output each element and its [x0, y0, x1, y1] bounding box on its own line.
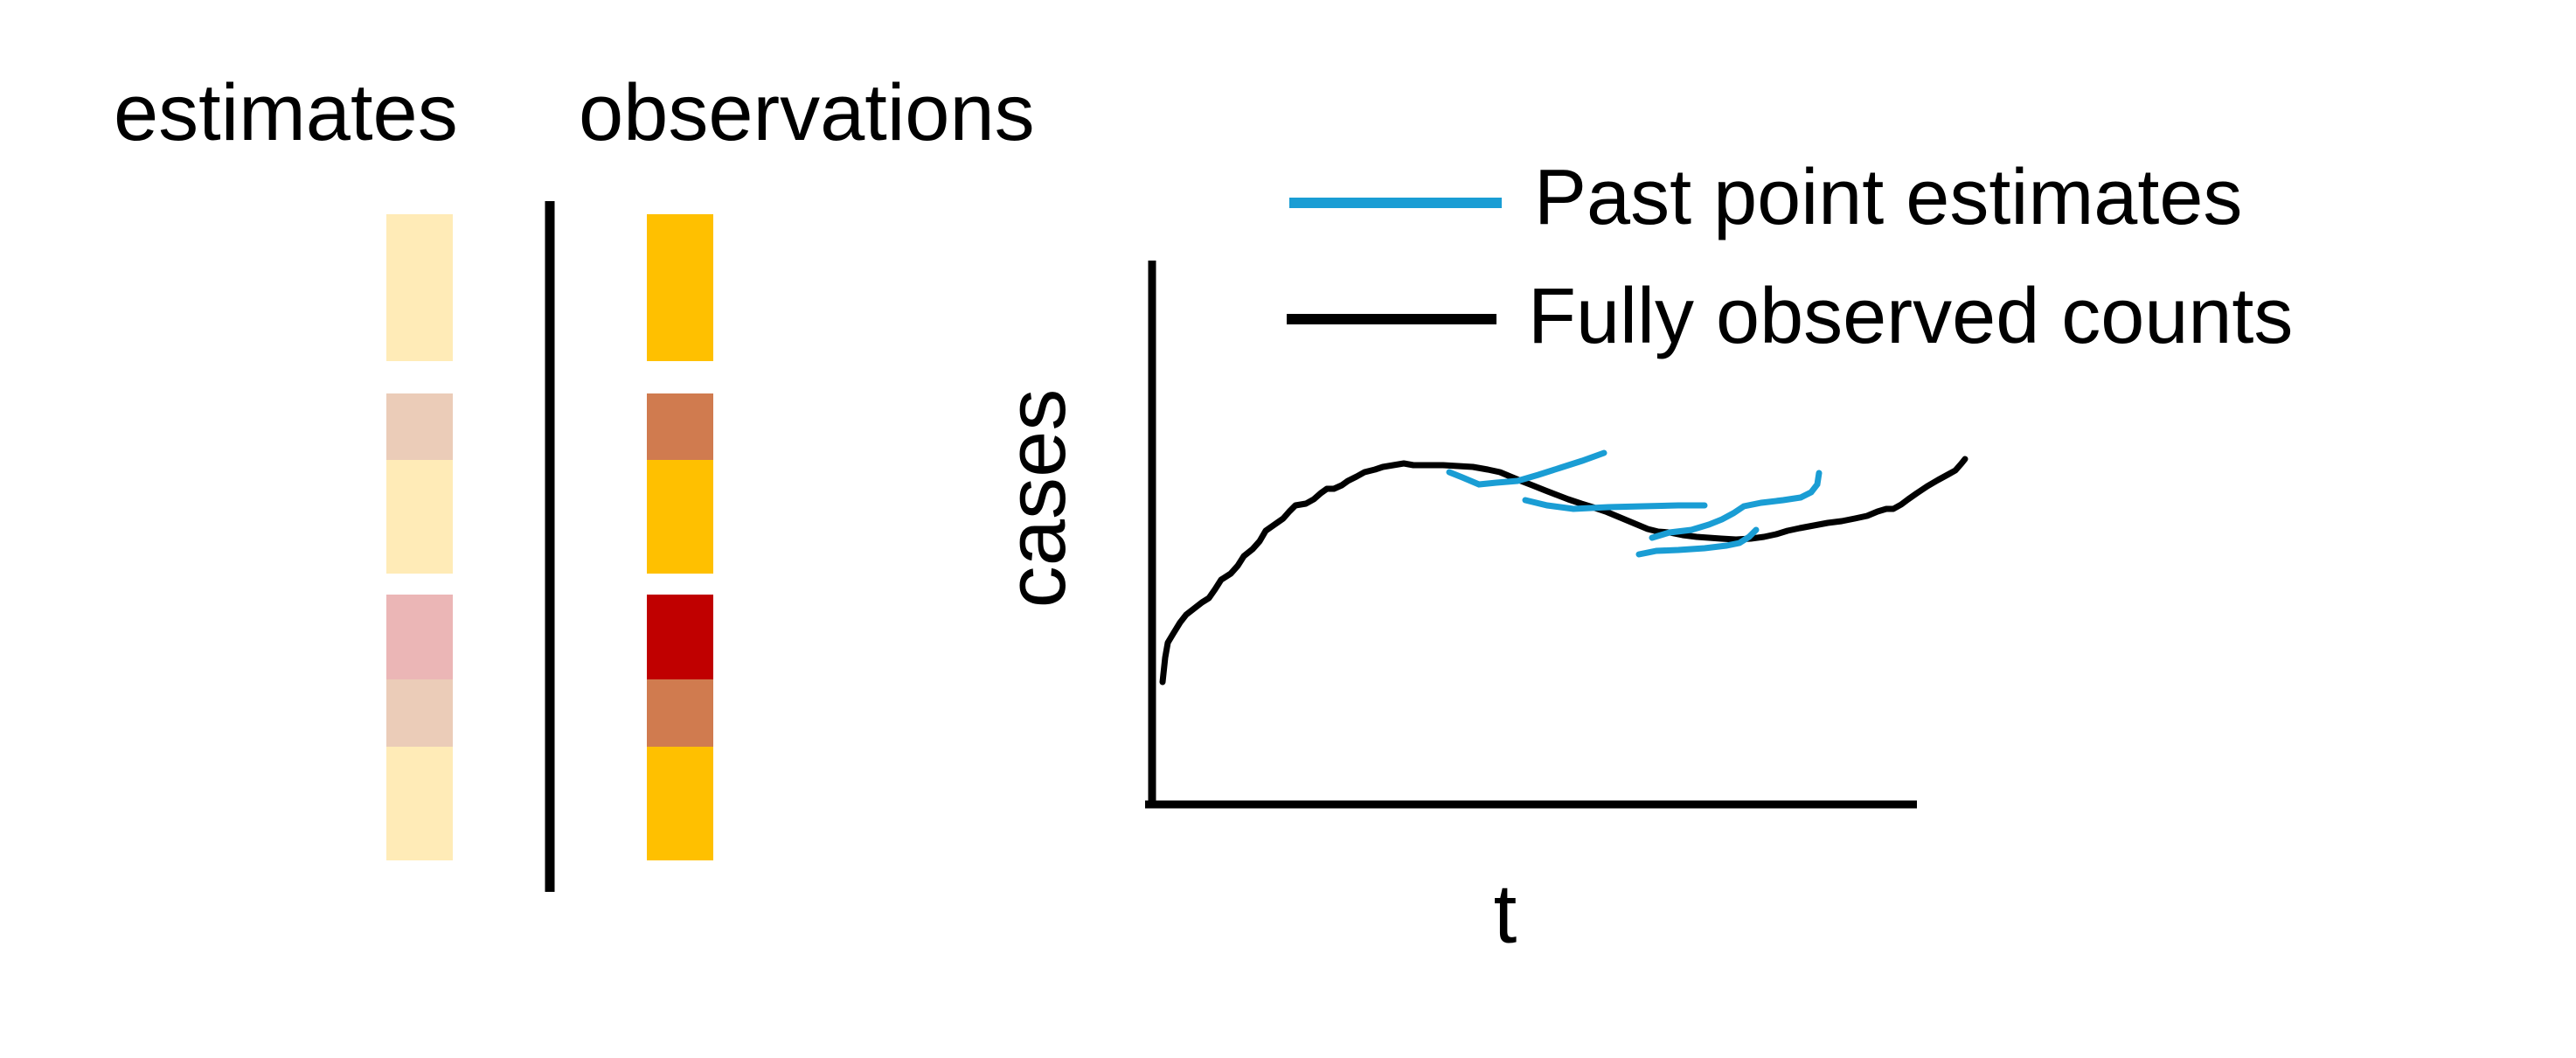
estimate-block [386, 679, 453, 747]
estimate-block [386, 393, 453, 460]
past-estimate-line [1649, 470, 1823, 541]
estimates-header: estimates [114, 68, 458, 157]
y-axis-label: cases [989, 389, 1083, 609]
observation-block [647, 214, 713, 361]
observation-block [647, 460, 713, 574]
estimate-block [386, 747, 453, 860]
observations-header: observations [579, 68, 1035, 157]
estimates-column [386, 214, 453, 860]
estimate-block [386, 214, 453, 361]
x-axis-label: t [1494, 867, 1517, 961]
observation-block [647, 595, 713, 679]
past-estimate-line [1446, 449, 1607, 488]
past-estimate-line [1635, 526, 1760, 558]
estimate-block [386, 460, 453, 574]
legend-observed-label: Fully observed counts [1528, 273, 2293, 360]
fully-observed-counts-curve [1159, 456, 1968, 686]
observations-column [647, 214, 713, 860]
past-estimate-line [1522, 497, 1708, 512]
past-estimates-group [1446, 449, 1823, 558]
legend-estimates-label: Past point estimates [1534, 154, 2242, 241]
observation-block [647, 679, 713, 747]
estimate-block [386, 595, 453, 679]
observation-block [647, 747, 713, 860]
observation-block [647, 393, 713, 460]
